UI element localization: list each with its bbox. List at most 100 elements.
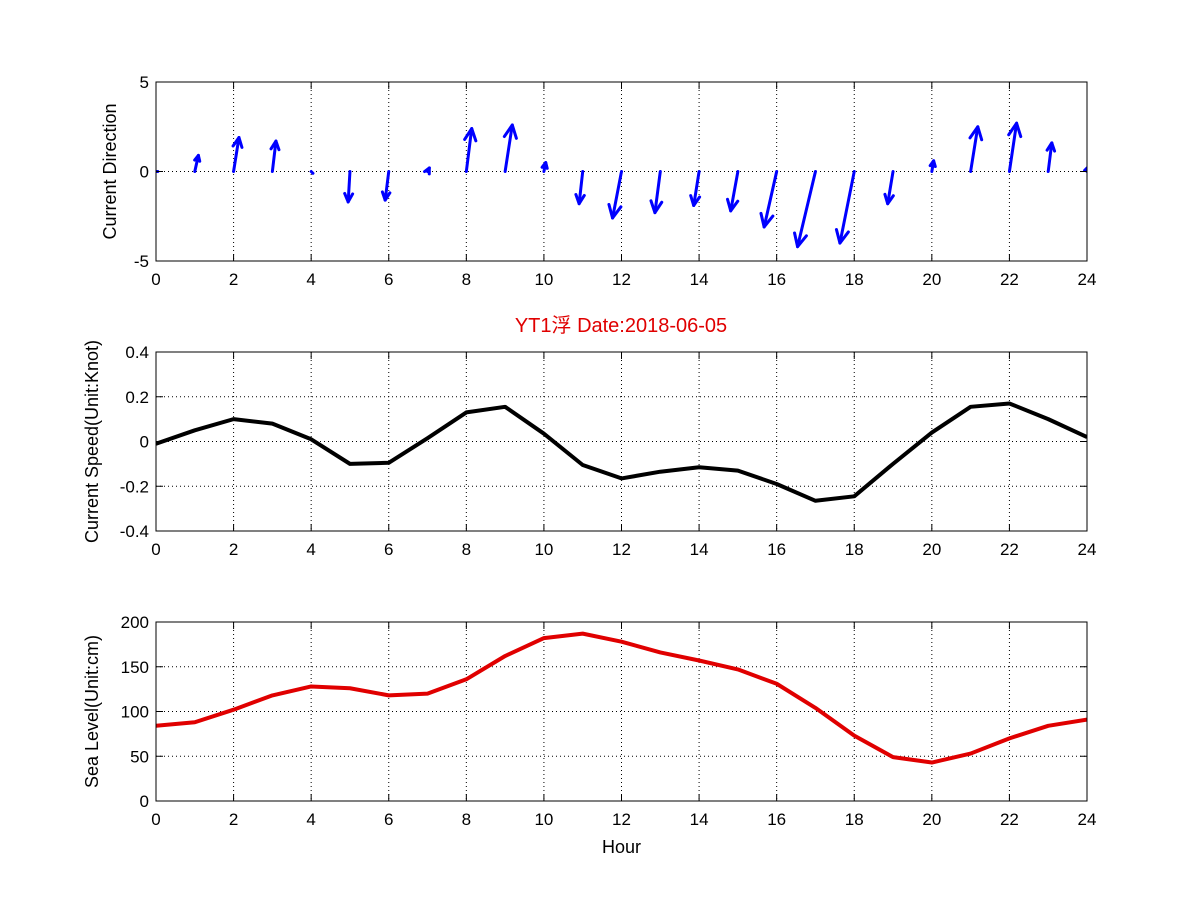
current-arrow	[968, 125, 984, 173]
x-tick-label: 2	[229, 810, 238, 829]
arrow-head	[607, 203, 623, 220]
x-tick-label: 20	[922, 540, 941, 559]
current-arrow	[193, 153, 202, 173]
arrow-head	[793, 231, 808, 249]
current-arrow	[463, 127, 478, 173]
arrow-head	[928, 159, 937, 169]
x-axis-label: Hour	[602, 837, 641, 857]
y-tick-label: 5	[140, 73, 149, 92]
current-arrow	[1007, 121, 1023, 173]
x-tick-label: 4	[306, 540, 315, 559]
x-tick-label: 18	[845, 540, 864, 559]
x-tick-label: 14	[690, 810, 709, 829]
x-tick-label: 12	[612, 270, 631, 289]
y-tick-label: -5	[134, 252, 149, 271]
y-tick-label: 0.4	[125, 343, 149, 362]
x-tick-label: 6	[384, 270, 393, 289]
arrow-shaft	[838, 170, 856, 245]
current-arrow	[607, 170, 623, 220]
arrow-head	[1083, 165, 1087, 172]
x-tick-label: 24	[1078, 810, 1097, 829]
y-tick-label: 0.2	[125, 388, 149, 407]
y-axis-label: Current Speed(Unit:Knot)	[82, 340, 102, 543]
x-tick-label: 4	[306, 270, 315, 289]
arrow-head	[759, 211, 775, 229]
x-tick-label: 8	[462, 270, 471, 289]
chart-title: YT1浮 Date:2018-06-05	[515, 314, 727, 337]
arrow-head	[968, 125, 984, 142]
y-axis-label: Sea Level(Unit:cm)	[82, 635, 102, 788]
x-tick-label: 22	[1000, 810, 1019, 829]
x-tick-label: 14	[690, 270, 709, 289]
arrow-head	[540, 161, 549, 170]
arrow-shaft	[270, 139, 278, 173]
x-tick-label: 10	[534, 810, 553, 829]
x-tick-label: 16	[767, 540, 786, 559]
current-arrow	[1083, 165, 1087, 173]
y-tick-label: -0.4	[120, 522, 149, 541]
current-arrow	[883, 170, 895, 206]
x-tick-label: 2	[229, 270, 238, 289]
x-tick-label: 6	[384, 810, 393, 829]
x-tick-label: 0	[151, 540, 160, 559]
arrow-head	[193, 153, 202, 163]
arrow-head	[343, 191, 355, 204]
arrow-head	[649, 199, 664, 215]
arrow-head	[269, 139, 281, 152]
arrow-shaft	[309, 170, 315, 175]
arrow-shaft	[692, 170, 701, 208]
current-speed-panel: 0 2 4 6 8 10 12 14 16 18 20 22 24-0.4-0.200.20.4Curr…	[82, 340, 1096, 559]
current-arrow	[793, 170, 817, 249]
current-arrow	[834, 170, 856, 245]
arrow-head	[574, 193, 586, 206]
y-tick-label: 200	[121, 613, 149, 632]
series-line	[156, 631, 1087, 765]
current-arrow	[540, 161, 549, 173]
x-tick-label: 6	[384, 540, 393, 559]
x-tick-label: 18	[845, 810, 864, 829]
arrow-shaft	[969, 125, 980, 173]
current-arrow	[423, 166, 431, 176]
x-tick-label: 20	[922, 810, 941, 829]
y-tick-label: 0	[140, 792, 149, 811]
y-tick-label: 150	[121, 658, 149, 677]
arrow-shaft	[1007, 121, 1019, 173]
y-tick-label: -0.2	[120, 477, 149, 496]
arrow-head	[423, 166, 431, 176]
x-tick-label: 16	[767, 810, 786, 829]
x-tick-label: 22	[1000, 270, 1019, 289]
arrow-shaft	[383, 170, 391, 202]
arrow-shaft	[1046, 141, 1054, 173]
x-tick-label: 12	[612, 810, 631, 829]
y-tick-label: 50	[130, 747, 149, 766]
arrow-head	[1045, 141, 1057, 153]
arrow-head	[231, 135, 244, 149]
x-tick-label: 4	[306, 810, 315, 829]
arrow-head	[834, 228, 850, 245]
current-arrow	[231, 135, 244, 173]
x-tick-label: 12	[612, 540, 631, 559]
current-arrow	[380, 170, 392, 202]
x-tick-label: 10	[534, 540, 553, 559]
x-tick-label: 14	[690, 540, 709, 559]
arrow-shaft	[729, 170, 740, 213]
x-tick-label: 8	[462, 540, 471, 559]
y-tick-label: 0	[140, 163, 149, 182]
arrow-shaft	[346, 170, 352, 204]
x-tick-label: 10	[534, 270, 553, 289]
current-arrow	[689, 170, 702, 208]
current-arrow	[759, 170, 779, 229]
arrow-head	[883, 192, 895, 206]
x-tick-label: 24	[1078, 270, 1097, 289]
current-arrow	[502, 123, 518, 173]
arrow-shaft	[464, 127, 474, 173]
arrow-shaft	[503, 123, 514, 173]
current-arrow	[343, 170, 355, 204]
current-arrow	[309, 170, 315, 175]
series-line	[156, 401, 1087, 503]
arrow-head	[463, 127, 478, 143]
x-tick-label: 2	[229, 540, 238, 559]
x-tick-label: 18	[845, 270, 864, 289]
